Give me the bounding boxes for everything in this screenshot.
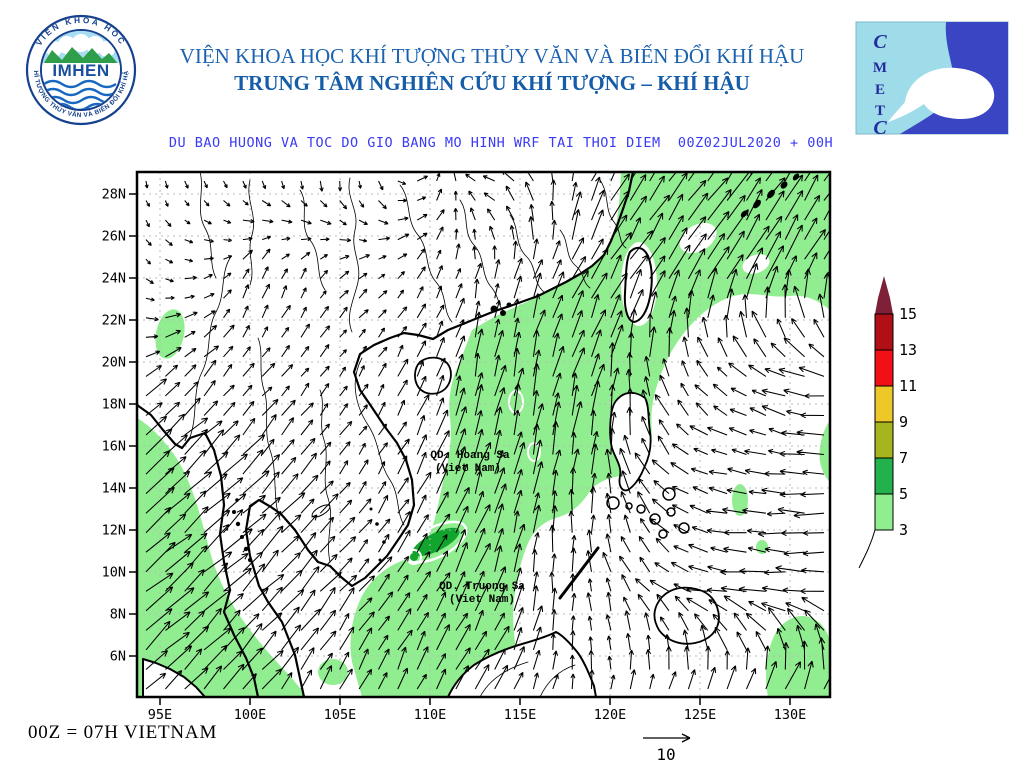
island-palawan	[558, 546, 600, 600]
lat-tick-label: 22N	[102, 313, 126, 329]
legend-value-label: 13	[899, 341, 917, 359]
lat-tick-label: 6N	[110, 649, 126, 665]
lon-tick-label: 100E	[234, 707, 267, 723]
island-mindanao	[653, 586, 720, 645]
logo-acronym: IMHEN	[52, 61, 109, 80]
graticule	[137, 172, 830, 697]
legend-swatch	[874, 493, 894, 531]
island-taiwan	[623, 246, 653, 323]
logo-white-swoosh	[888, 67, 995, 122]
lon-tick-label: 105E	[324, 707, 357, 723]
label-hoang-sa-sub: (Viet Nam)	[435, 463, 501, 475]
lat-tick-label: 18N	[102, 397, 126, 413]
lat-tick-label: 14N	[102, 481, 126, 497]
label-truong-sa: QD. Truong Sa	[439, 581, 525, 593]
logo-letters: C M E T C	[873, 31, 887, 138]
lon-tick-label: 110E	[414, 707, 447, 723]
coastlines	[137, 172, 800, 697]
island-sumatra	[142, 658, 206, 697]
legend-swatch	[874, 421, 894, 459]
reference-vector-label: 10	[656, 745, 675, 764]
map-frame	[135, 170, 832, 699]
legend-swatch	[874, 385, 894, 423]
shade-core-5ms	[412, 527, 460, 557]
coast-gulf-vietnam-china	[244, 172, 635, 697]
lon-tick-label: 130E	[774, 707, 807, 723]
lat-tick-label: 10N	[102, 565, 126, 581]
svg-text:E: E	[875, 82, 885, 98]
cmetc-logo: C M E T C	[855, 21, 1009, 138]
lat-tick-label: 28N	[102, 187, 126, 203]
lat-tick-label: 8N	[110, 607, 126, 623]
inland-borders	[189, 172, 627, 697]
legend-value-label: 15	[899, 305, 917, 323]
reference-vector: 10	[643, 733, 691, 764]
legend-value-label: 3	[899, 521, 908, 539]
legend-value-label: 5	[899, 485, 908, 503]
svg-text:C: C	[873, 31, 887, 53]
legend-tip	[875, 276, 893, 314]
wind-speed-legend: 3 5 7 9 11 13 15	[858, 276, 917, 569]
lat-tick-label: 12N	[102, 523, 126, 539]
svg-text:M: M	[873, 60, 887, 76]
wind-arrows-layer	[144, 172, 830, 690]
legend-value-label: 9	[899, 413, 908, 431]
label-hoang-sa: QD. Hoang Sa	[430, 450, 510, 462]
axis-ticks-labels: 28N 26N 24N 22N 20N 18N 16N 14N 12N 10N 8N 6N 95E 100…	[102, 187, 807, 724]
legend-tail	[858, 529, 876, 569]
lon-tick-label: 95E	[148, 707, 172, 723]
forecast-subtitle: DU BAO HUONG VA TOC DO GIO BANG MO HINH …	[168, 135, 834, 151]
label-truong-sa-sub: (Viet Nam)	[449, 594, 515, 606]
island-borneo	[447, 631, 597, 697]
legend-value-label: 7	[899, 449, 908, 467]
legend-swatch	[874, 457, 894, 495]
wind-map: QD. Hoang Sa (Viet Nam) QD. Truong Sa (V…	[102, 170, 832, 724]
lon-tick-label: 125E	[684, 707, 717, 723]
island-hainan	[414, 356, 452, 395]
logo-mountains	[42, 47, 120, 66]
lon-tick-label: 120E	[594, 707, 627, 723]
institute-title: VIỆN KHOA HỌC KHÍ TƯỢNG THỦY VĂN VÀ BIẾN…	[179, 44, 805, 68]
svg-text:C: C	[873, 117, 887, 138]
lat-tick-label: 20N	[102, 355, 126, 371]
legend-swatch	[874, 313, 894, 351]
reference-arrow-icon	[643, 733, 691, 743]
imhen-logo: IMHEN VIEN KHOA HOC KHÍ TƯỢNG THỦY VĂN V…	[20, 10, 137, 126]
timezone-note: 00Z = 07H VIETNAM	[28, 722, 218, 743]
place-labels: QD. Hoang Sa (Viet Nam) QD. Truong Sa (V…	[430, 450, 525, 606]
lon-tick-label: 115E	[504, 707, 537, 723]
lat-tick-label: 24N	[102, 271, 126, 287]
lat-tick-label: 16N	[102, 439, 126, 455]
legend-value-label: 11	[899, 377, 917, 395]
svg-text:T: T	[875, 103, 885, 119]
lat-tick-label: 26N	[102, 229, 126, 245]
shade-south-china-sea	[350, 172, 830, 697]
legend-swatch	[874, 349, 894, 387]
center-title: TRUNG TÂM NGHIÊN CỨU KHÍ TƯỢNG – KHÍ HẬU	[234, 71, 750, 95]
coast-myanmar-malay-west	[137, 403, 260, 697]
